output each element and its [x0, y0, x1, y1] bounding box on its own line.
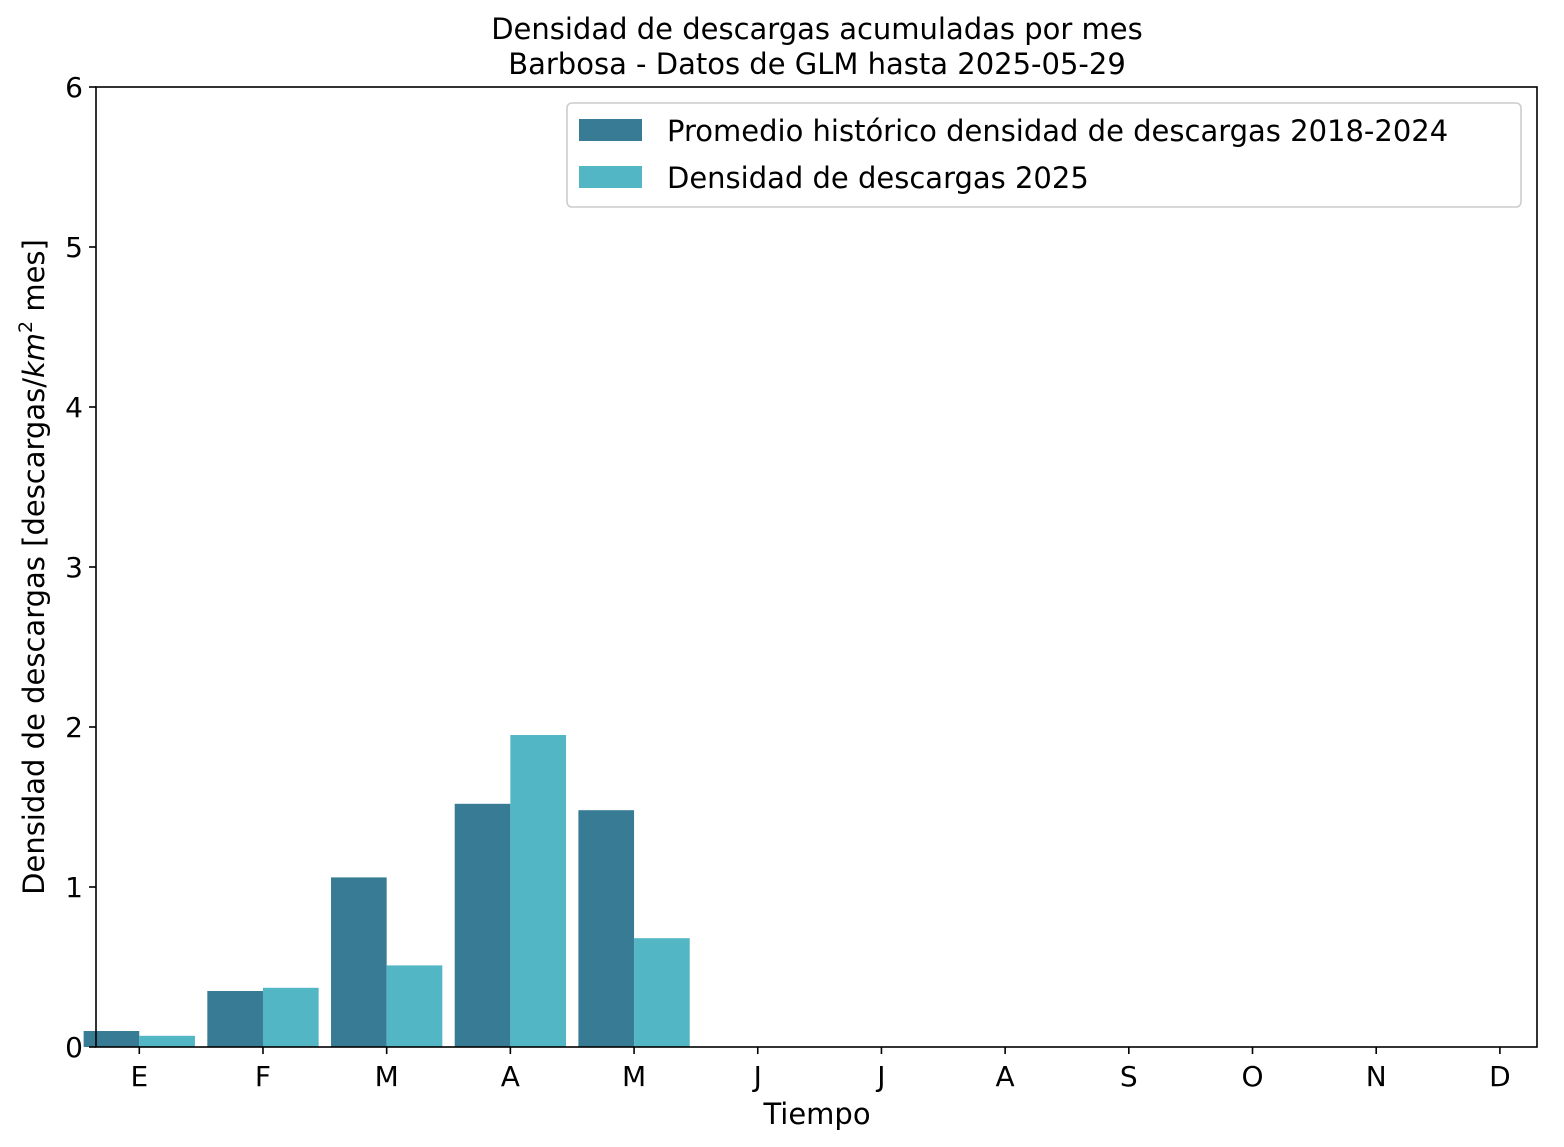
x-tick-label: O: [1241, 1060, 1263, 1093]
bar-2025-0: [139, 1035, 195, 1047]
x-axis-label: Tiempo: [762, 1097, 870, 1131]
y-axis-label-suffix: mes]: [17, 239, 51, 321]
bar-historical-3: [454, 803, 511, 1047]
bar-2025-3: [510, 735, 567, 1047]
y-tick-label: 6: [65, 71, 83, 104]
chart-subtitle: Barbosa - Datos de GLM hasta 2025-05-29: [508, 47, 1126, 81]
bar-historical-1: [207, 991, 263, 1047]
y-tick-label: 1: [65, 871, 83, 904]
x-tick-label: M: [622, 1060, 646, 1093]
x-tick-label: M: [375, 1060, 399, 1093]
y-tick-label: 2: [65, 711, 83, 744]
y-axis-label-exponent: 2: [15, 321, 37, 333]
bar-2025-2: [386, 965, 443, 1047]
x-tick-label: E: [130, 1060, 148, 1093]
legend-swatch-historical: [579, 119, 642, 141]
bar-historical-0: [83, 1031, 140, 1047]
y-axis-label: Densidad de descargas [descargas/km2 mes…: [15, 239, 51, 895]
y-axis-label-unit: km: [17, 333, 51, 378]
plot-frame: [95, 86, 1538, 1048]
y-tick-label: 3: [65, 551, 83, 584]
y-axis-label-prefix: Densidad de descargas [descargas/: [17, 378, 51, 895]
legend-label-historical: Promedio histórico densidad de descargas…: [667, 114, 1448, 148]
bar-2025-1: [262, 987, 319, 1047]
x-tick-label: A: [996, 1060, 1015, 1093]
y-tick-label: 4: [65, 391, 83, 424]
legend-label-2025: Densidad de descargas 2025: [667, 161, 1089, 195]
y-tick-label: 0: [65, 1031, 83, 1064]
y-tick-label: 5: [65, 231, 83, 264]
x-tick-label: S: [1120, 1060, 1138, 1093]
x-tick-label: J: [752, 1060, 762, 1093]
legend: Promedio histórico densidad de descargas…: [566, 102, 1522, 208]
bar-historical-2: [331, 877, 387, 1047]
legend-box: [566, 102, 1522, 208]
bar-2025-4: [634, 938, 690, 1047]
legend-swatch-2025: [579, 166, 642, 188]
chart-title: Densidad de descargas acumuladas por mes: [491, 12, 1143, 46]
x-tick-label: F: [255, 1060, 271, 1093]
x-tick-label: J: [875, 1060, 885, 1093]
x-tick-label: D: [1489, 1060, 1511, 1093]
bar-historical-4: [578, 810, 635, 1047]
bars-group: [83, 735, 690, 1047]
y-axis: 0 1 2 3 4 5 6: [65, 71, 96, 1064]
x-tick-label: N: [1366, 1060, 1387, 1093]
x-tick-label: A: [501, 1060, 520, 1093]
